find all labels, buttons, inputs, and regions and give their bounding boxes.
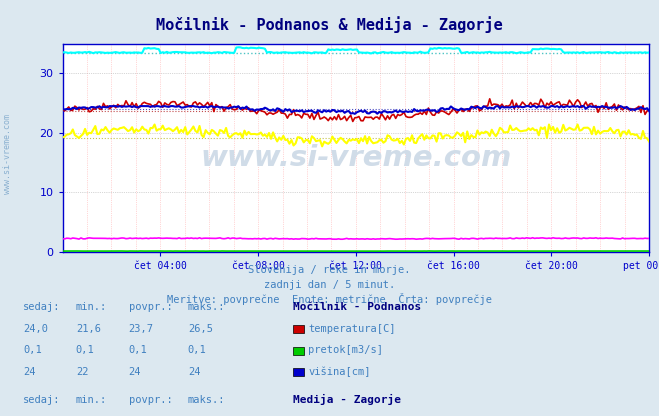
Text: 0,1: 0,1	[129, 345, 147, 355]
Text: Medija - Zagorje: Medija - Zagorje	[293, 394, 401, 405]
Text: sedaj:: sedaj:	[23, 302, 61, 312]
Text: Močilnik - Podnanos & Medija - Zagorje: Močilnik - Podnanos & Medija - Zagorje	[156, 16, 503, 32]
Text: 24: 24	[23, 367, 36, 377]
Text: 21,6: 21,6	[76, 324, 101, 334]
Text: 24: 24	[188, 367, 200, 377]
Text: Slovenija / reke in morje.: Slovenija / reke in morje.	[248, 265, 411, 275]
Text: 26,5: 26,5	[188, 324, 213, 334]
Text: Močilnik - Podnanos: Močilnik - Podnanos	[293, 302, 422, 312]
Text: 23,7: 23,7	[129, 324, 154, 334]
Text: 22: 22	[76, 367, 88, 377]
Text: www.si-vreme.com: www.si-vreme.com	[200, 144, 511, 172]
Text: maks.:: maks.:	[188, 395, 225, 405]
Text: www.si-vreme.com: www.si-vreme.com	[3, 114, 13, 194]
Text: 0,1: 0,1	[188, 345, 206, 355]
Text: min.:: min.:	[76, 395, 107, 405]
Text: min.:: min.:	[76, 302, 107, 312]
Text: Meritve: povprečne  Enote: metrične  Črta: povprečje: Meritve: povprečne Enote: metrične Črta:…	[167, 293, 492, 305]
Text: zadnji dan / 5 minut.: zadnji dan / 5 minut.	[264, 280, 395, 290]
Text: 0,1: 0,1	[23, 345, 42, 355]
Text: višina[cm]: višina[cm]	[308, 366, 371, 377]
Text: maks.:: maks.:	[188, 302, 225, 312]
Text: 0,1: 0,1	[76, 345, 94, 355]
Text: sedaj:: sedaj:	[23, 395, 61, 405]
Text: temperatura[C]: temperatura[C]	[308, 324, 396, 334]
Text: povpr.:: povpr.:	[129, 302, 172, 312]
Text: pretok[m3/s]: pretok[m3/s]	[308, 345, 384, 355]
Text: 24: 24	[129, 367, 141, 377]
Text: 24,0: 24,0	[23, 324, 48, 334]
Text: povpr.:: povpr.:	[129, 395, 172, 405]
